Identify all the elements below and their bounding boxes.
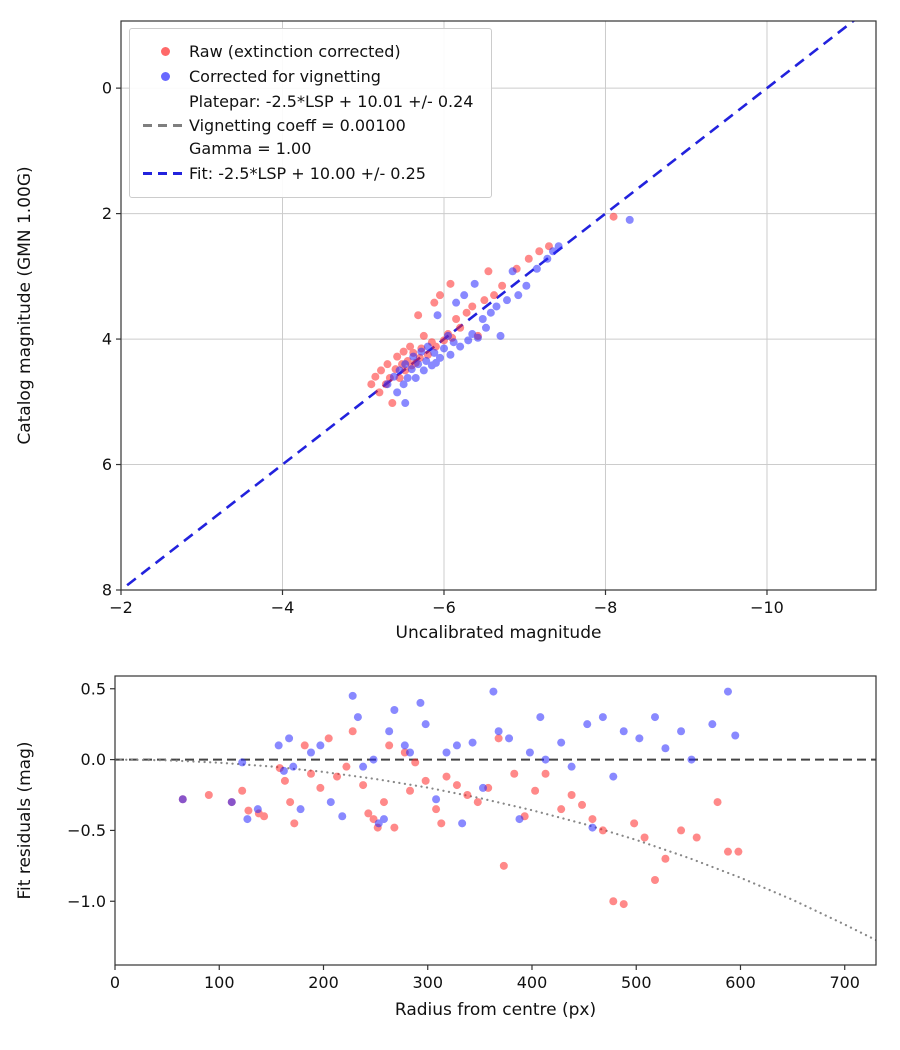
residuals-xlabel: Radius from centre (px) <box>395 1000 596 1020</box>
legend-dot-marker-icon <box>141 72 189 82</box>
raw-residuals <box>178 727 743 909</box>
dot-icon <box>160 72 170 82</box>
residuals-series <box>115 687 876 942</box>
svg-text:0.0: 0.0 <box>81 750 106 769</box>
svg-text:2: 2 <box>102 204 112 223</box>
dot-icon <box>160 47 170 57</box>
legend-entry: Fit: -2.5*LSP + 10.00 +/- 0.25 <box>141 162 473 185</box>
svg-text:600: 600 <box>725 973 756 992</box>
residuals-chart: 0 100 200 300 400 500 600 700 0.5 0.0 −0.5 −1.0 Radi… <box>15 675 877 1020</box>
svg-text:−10: −10 <box>750 598 784 617</box>
legend-dashed-line-icon <box>141 123 189 127</box>
residuals-frame <box>114 675 877 966</box>
legend-label: Fit: -2.5*LSP + 10.00 +/- 0.25 <box>189 163 426 183</box>
legend-label: Raw (extinction corrected) <box>189 42 401 61</box>
calibration-ylabel: Catalog magnitude (GMN 1.00G) <box>15 166 35 444</box>
svg-text:400: 400 <box>517 973 548 992</box>
svg-text:−2: −2 <box>109 598 133 617</box>
legend-dashed-line-icon <box>141 172 189 176</box>
legend: Raw (extinction corrected) Corrected for … <box>129 28 493 199</box>
residuals-tick-labels: 0 100 200 300 400 500 600 700 0.5 0.0 −0.5 −1.0 <box>67 679 860 992</box>
svg-text:6: 6 <box>102 455 112 474</box>
svg-text:0: 0 <box>102 79 112 98</box>
svg-text:−8: −8 <box>594 598 618 617</box>
svg-text:100: 100 <box>204 973 235 992</box>
svg-text:200: 200 <box>308 973 339 992</box>
corrected-residuals <box>178 687 740 832</box>
svg-text:8: 8 <box>102 581 112 600</box>
svg-text:4: 4 <box>102 330 112 349</box>
svg-text:−6: −6 <box>432 598 456 617</box>
svg-text:0: 0 <box>110 973 120 992</box>
svg-text:500: 500 <box>621 973 652 992</box>
calibration-xlabel: Uncalibrated magnitude <box>396 623 602 643</box>
dashed-line-icon <box>143 172 187 176</box>
legend-label: Platepar: -2.5*LSP + 10.01 +/- 0.24 Vign… <box>189 92 474 158</box>
legend-entry: Corrected for vignetting <box>141 65 473 88</box>
svg-text:−4: −4 <box>271 598 295 617</box>
dashed-line-icon <box>143 123 187 127</box>
svg-text:−0.5: −0.5 <box>67 821 106 840</box>
legend-dot-marker-icon <box>141 47 189 57</box>
residuals-ylabel: Fit residuals (mag) <box>15 742 35 900</box>
svg-text:0.5: 0.5 <box>81 679 106 698</box>
calibration-tick-labels: −2 −4 −6 −8 −10 0 2 4 6 8 <box>102 79 784 617</box>
legend-entry: Raw (extinction corrected) <box>141 40 473 63</box>
corrected-points <box>383 215 634 408</box>
legend-label: Corrected for vignetting <box>189 67 381 87</box>
svg-text:−1.0: −1.0 <box>67 892 106 911</box>
svg-text:700: 700 <box>829 973 860 992</box>
calibration-frame <box>120 20 877 591</box>
svg-text:300: 300 <box>412 973 443 992</box>
vignetting-curve <box>115 758 876 942</box>
legend-entry: Platepar: -2.5*LSP + 10.01 +/- 0.24 Vign… <box>141 90 473 160</box>
calibration-series <box>121 21 856 590</box>
